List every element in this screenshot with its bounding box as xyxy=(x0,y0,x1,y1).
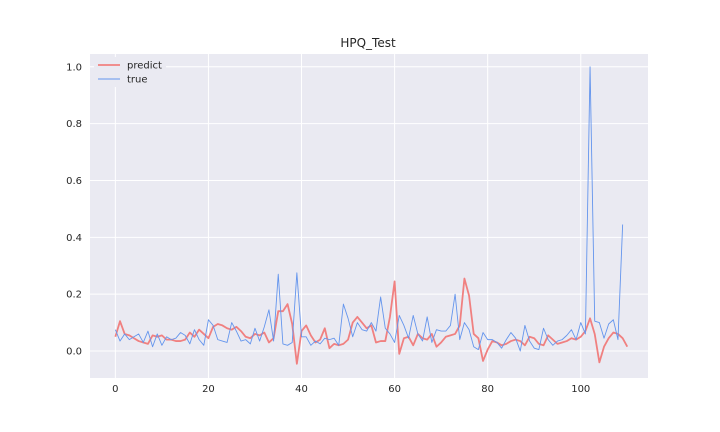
x-tick-label: 80 xyxy=(481,384,494,395)
legend-label-true: true xyxy=(127,75,148,86)
x-tick-label: 60 xyxy=(388,384,401,395)
x-tick-label: 20 xyxy=(202,384,215,395)
y-tick-label: 0.4 xyxy=(66,233,82,244)
legend: predict true xyxy=(94,57,166,87)
x-tick-label: 40 xyxy=(295,384,308,395)
y-tick-label: 0.8 xyxy=(66,119,82,130)
y-tick-label: 1.0 xyxy=(66,62,82,73)
series-lines xyxy=(114,66,629,365)
legend-label-predict: predict xyxy=(127,61,162,72)
plot-background xyxy=(90,54,648,378)
y-tick-label: 0.6 xyxy=(66,176,82,187)
x-tick-label: 0 xyxy=(112,384,118,395)
series-line-predict xyxy=(114,277,629,365)
chart-title: HPQ_Test xyxy=(340,36,396,50)
y-tick-label: 0.0 xyxy=(66,347,82,358)
y-tick-label: 0.2 xyxy=(66,290,82,301)
grid-lines xyxy=(90,54,648,378)
x-tick-label: 100 xyxy=(571,384,590,395)
x-tick-labels: 0 20 40 60 80 100 xyxy=(112,384,590,395)
legend-background xyxy=(94,57,166,87)
series-line-true xyxy=(114,66,624,352)
y-tick-labels: 0.0 0.2 0.4 0.6 0.8 1.0 xyxy=(66,62,82,357)
